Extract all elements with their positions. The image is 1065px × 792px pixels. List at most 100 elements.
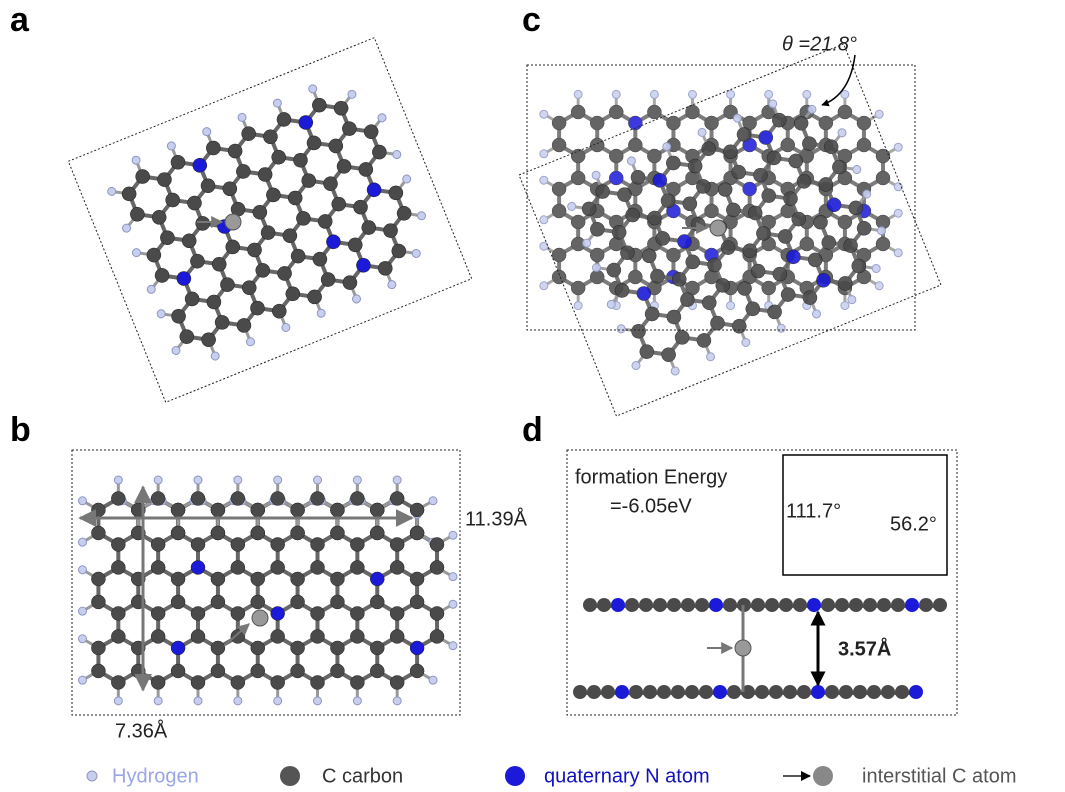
carbon-atom — [881, 685, 895, 699]
hydrogen-atom — [316, 308, 326, 318]
nitrogen-atom — [743, 182, 757, 196]
carbon-atom — [430, 560, 444, 574]
hydrogen-atom — [78, 566, 86, 574]
carbon-atom — [251, 641, 265, 655]
carbon-atom — [838, 215, 852, 229]
carbon-atom — [657, 685, 671, 699]
carbon-atom — [727, 685, 741, 699]
legend-label: quaternary N atom — [544, 765, 710, 787]
carbon-atom — [430, 629, 444, 643]
carbon-atom — [410, 572, 424, 586]
nitrogen-atom — [191, 560, 205, 574]
hydrogen-atom — [114, 697, 122, 705]
hydrogen-atom — [894, 209, 902, 217]
hydrogen-atom — [591, 170, 601, 180]
carbon-atom — [271, 491, 285, 505]
annotation: 7.36Å — [115, 719, 168, 742]
nitrogen-atom — [909, 685, 923, 699]
carbon-atom — [111, 560, 125, 574]
hydrogen-atom — [78, 607, 86, 615]
nitrogen-atom — [905, 598, 919, 612]
carbon-atom — [552, 116, 566, 130]
hydrogen-atom — [106, 186, 116, 196]
carbon-atom — [891, 598, 905, 612]
carbon-atom — [231, 606, 245, 620]
carbon-atom — [779, 598, 793, 612]
carbon-atom — [191, 629, 205, 643]
carbon-atom — [410, 595, 424, 609]
carbon-atom — [291, 572, 305, 586]
carbon-atom — [857, 116, 871, 130]
molecule — [99, 64, 446, 374]
carbon-atom — [291, 595, 305, 609]
carbon-atom — [211, 664, 225, 678]
carbon-atom — [211, 595, 225, 609]
carbon-atom — [877, 598, 891, 612]
hydrogen-atom — [697, 127, 707, 137]
hydrogen-atom — [387, 279, 397, 289]
hydrogen-atom — [234, 697, 242, 705]
hydrogen-atom — [616, 324, 626, 334]
hydrogen-atom — [875, 282, 883, 290]
carbon-atom — [769, 685, 783, 699]
carbon-atom — [211, 572, 225, 586]
legend-swatch — [505, 766, 525, 786]
hydrogen-atom — [540, 110, 548, 118]
hydrogen-atom — [540, 282, 548, 290]
carbon-atom — [783, 685, 797, 699]
hydrogen-atom — [308, 84, 318, 94]
hydrogen-atom — [166, 141, 176, 151]
carbon-atom — [311, 629, 325, 643]
carbon-atom — [330, 572, 344, 586]
carbon-atom — [370, 595, 384, 609]
hydrogen-atom — [626, 156, 636, 166]
carbon-atom — [390, 537, 404, 551]
hydrogen-atom — [540, 216, 548, 224]
nitrogen-atom — [713, 685, 727, 699]
annotation: formation Energy — [575, 466, 727, 488]
carbon-atom — [857, 138, 871, 152]
carbon-atom — [171, 595, 185, 609]
carbon-atom — [91, 641, 105, 655]
carbon-atom — [699, 685, 713, 699]
carbon-atom — [390, 606, 404, 620]
carbon-atom — [410, 503, 424, 517]
hydrogen-atom — [540, 242, 548, 250]
carbon-atom — [151, 629, 165, 643]
carbon-atom — [151, 491, 165, 505]
carbon-atom — [876, 237, 890, 251]
carbon-atom — [876, 171, 890, 185]
hydrogen-atom — [540, 176, 548, 184]
carbon-atom — [800, 237, 814, 251]
nitrogen-atom — [609, 171, 623, 185]
hydrogen-atom — [811, 309, 821, 319]
hydrogen-atom — [727, 302, 735, 310]
annotation: 3.57Å — [838, 636, 891, 660]
hydrogen-atom — [650, 90, 658, 98]
carbon-atom — [628, 138, 642, 152]
hydrogen-atom — [449, 600, 457, 608]
hydrogen-atom — [875, 110, 883, 118]
hydrogen-atom — [274, 476, 282, 484]
nitrogen-atom — [811, 685, 825, 699]
carbon-atom — [311, 675, 325, 689]
carbon-atom — [231, 560, 245, 574]
hydrogen-atom — [131, 247, 141, 257]
hydrogen-atom — [274, 697, 282, 705]
carbon-atom — [191, 675, 205, 689]
carbon-atom — [933, 598, 947, 612]
carbon-atom — [390, 629, 404, 643]
carbon-atom — [91, 572, 105, 586]
carbon-atom — [625, 598, 639, 612]
carbon-atom — [211, 641, 225, 655]
carbon-atom — [781, 138, 795, 152]
carbon-atom — [647, 149, 661, 163]
carbon-atom — [330, 595, 344, 609]
hydrogen-atom — [353, 697, 361, 705]
carbon-atom — [681, 598, 695, 612]
nitrogen-atom — [271, 606, 285, 620]
hydrogen-atom — [871, 263, 881, 273]
carbon-atom — [583, 598, 597, 612]
legend: Hydrogen C carbon quaternary N atom inte… — [87, 765, 1017, 787]
carbon-atom — [552, 270, 566, 284]
